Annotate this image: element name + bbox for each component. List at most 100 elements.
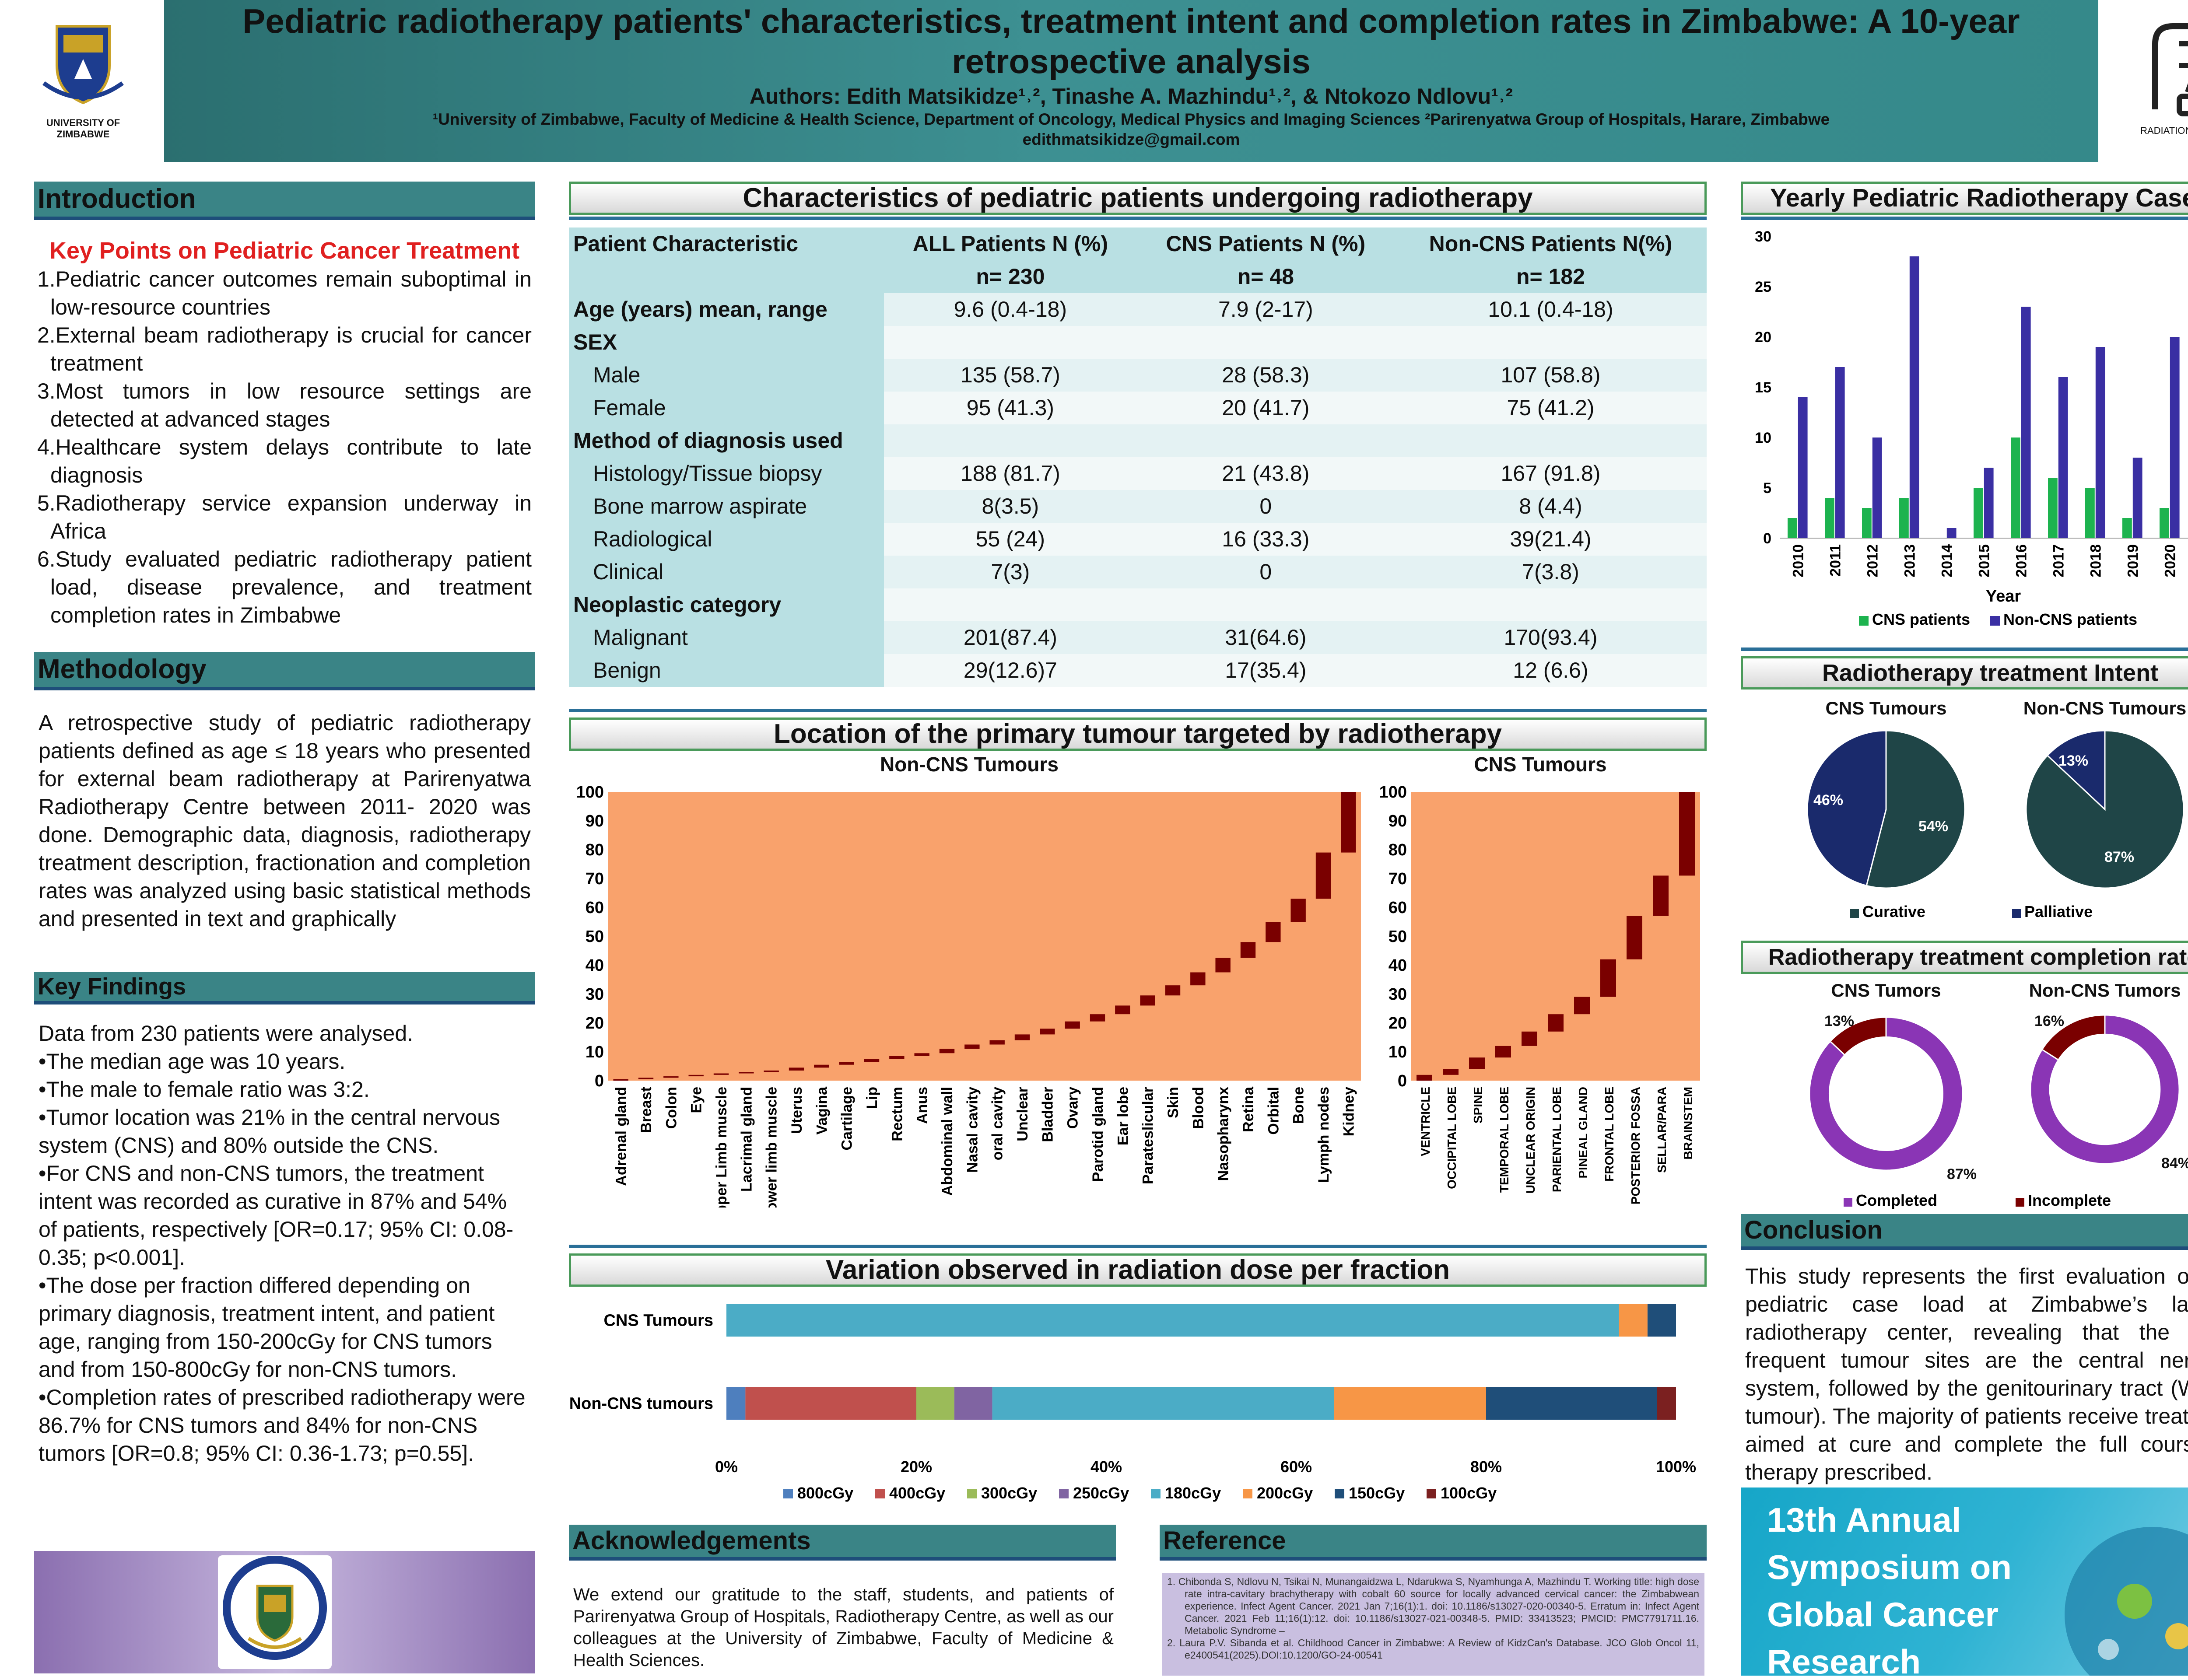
reference-item: 2. Laura P.V. Sibanda et al. Childhood C… <box>1167 1637 1699 1661</box>
reference-item: 1. Chibonda S, Ndlovu N, Tsikai N, Munan… <box>1167 1576 1699 1636</box>
table-cell: 7(3.8) <box>1394 556 1707 588</box>
pie-value-label: 87% <box>1947 1166 1977 1183</box>
bar-non-cns-patients <box>1909 256 1919 538</box>
key-point-item: 2.External beam radiotherapy is crucial … <box>37 323 532 375</box>
x-tick-label: Lacrimal gland <box>738 1087 755 1192</box>
table-cell: Radiological <box>569 523 884 556</box>
x-tick-label: Cartilage <box>839 1087 856 1151</box>
x-tick-label: Upper Limb muscle <box>713 1087 730 1208</box>
key-findings-list: Data from 230 patients were analysed. •Th… <box>39 1019 531 1467</box>
finding-item: •The dose per fraction differed dependin… <box>39 1273 495 1382</box>
y-tick-label: 40 <box>1389 956 1407 975</box>
bar-non-cns-patients <box>1835 367 1845 538</box>
table-row: Bone marrow aspirate 8(3.5) 0 8 (4.4) <box>569 490 1707 523</box>
uz-logo: UNIVERSITY OF ZIMBABWE <box>22 18 144 144</box>
tumour-range-bar <box>1548 1014 1564 1032</box>
y-tick-label: 90 <box>586 812 604 830</box>
x-tick-label: POSTERIOR FOSSA <box>1629 1087 1642 1204</box>
x-tick-label: Uterus <box>789 1087 805 1134</box>
tumour-range-bar <box>1522 1031 1537 1046</box>
table-row: SEX <box>569 326 1707 359</box>
bar-non-cns-patients <box>1984 468 1994 538</box>
tumour-range-bar <box>1341 792 1356 853</box>
x-tick-label: Ear lobe <box>1115 1087 1131 1145</box>
bar-cns-patients <box>1899 498 1909 538</box>
y-tick-label: 70 <box>1389 870 1407 888</box>
bar-non-cns-patients <box>2021 307 2031 538</box>
bar-cns-patients <box>2160 508 2169 538</box>
y-tick-label: 40 <box>586 956 604 975</box>
hospital-logo <box>218 1555 332 1669</box>
dose-segment <box>726 1304 1619 1337</box>
intent-noncns-title: Non-CNS Tumours <box>2023 698 2187 718</box>
characteristics-table-wrap: Patient Characteristic ALL Patients N (%)… <box>569 228 1707 687</box>
bar-cns-patients <box>1788 518 1797 538</box>
uz-crest-icon <box>42 25 124 105</box>
legend-swatch <box>967 1489 977 1498</box>
yearly-underline <box>1741 217 2188 220</box>
finding-item: •For CNS and non-CNS tumors, the treatme… <box>39 1161 514 1270</box>
y-tick-label: 90 <box>1389 812 1407 830</box>
y-tick-label: 10 <box>1389 1043 1407 1061</box>
table-row: Patient Characteristic ALL Patients N (%)… <box>569 228 1707 260</box>
table-cell <box>569 260 884 293</box>
bar-non-cns-patients <box>2170 337 2180 538</box>
y-tick-label: 70 <box>586 870 604 888</box>
symposium-text: 13th Annual Symposium on Global Cancer Rese… <box>1767 1496 2012 1676</box>
bar-non-cns-patients <box>2095 347 2105 538</box>
x-tick-label: 2010 <box>1790 544 1807 578</box>
x-tick-label: PARIENTAL LOBE <box>1550 1087 1564 1192</box>
x-tick-label: Eye <box>688 1087 705 1113</box>
table-cell: Patient Characteristic <box>569 228 884 260</box>
tumour-range-bar <box>1240 942 1256 958</box>
y-tick-label: 20 <box>1389 1014 1407 1032</box>
table-cell <box>1394 326 1707 359</box>
x-tick-label: VENTRICLE <box>1419 1087 1432 1156</box>
table-cell <box>1394 424 1707 457</box>
pie-slice-incomplete <box>1829 1016 1887 1056</box>
category-label: CNS Tumours <box>603 1312 713 1330</box>
table-row: Clinical 7(3) 0 7(3.8) <box>569 556 1707 588</box>
bar-cns-patients <box>1825 498 1834 538</box>
table-cell: 8 (4.4) <box>1394 490 1707 523</box>
pie-value-label: 46% <box>1813 792 1843 808</box>
tumour-range-bar <box>1495 1046 1511 1058</box>
dose-segment <box>1619 1304 1648 1337</box>
yearly-heading: Yearly Pediatric Radiotherapy Cases <box>1741 182 2188 215</box>
table-row: Method of diagnosis used <box>569 424 1707 457</box>
legend-swatch <box>1427 1489 1436 1498</box>
table-row: Neoplastic category <box>569 588 1707 621</box>
x-tick-label: SELLAR/PARA <box>1655 1087 1669 1173</box>
completion-noncns-title: Non-CNS Tumors <box>2029 980 2181 1001</box>
table-cell <box>1136 424 1395 457</box>
table-cell <box>1136 588 1395 621</box>
finding-item: •The male to female ratio was 3:2. <box>39 1077 370 1102</box>
pie-value-label: 87% <box>2104 849 2134 865</box>
x-tick-label: Kidney <box>1340 1087 1357 1136</box>
radiation-therapy-logo: RADIATION THERAPY <box>2127 18 2188 149</box>
tumour-range-bar <box>864 1059 880 1062</box>
table-cell: Female <box>569 392 884 424</box>
dose-segment <box>1647 1304 1676 1337</box>
table-cell <box>1136 326 1395 359</box>
x-tick-label: 2016 <box>2013 544 2030 578</box>
x-tick-label: Nasopharynx <box>1215 1087 1232 1181</box>
y-tick-label: 15 <box>1755 379 1771 396</box>
table-row: Female 95 (41.3) 20 (41.7) 75 (41.2) <box>569 392 1707 424</box>
legend-swatch <box>1859 616 1869 626</box>
table-cell: 167 (91.8) <box>1394 457 1707 490</box>
legend-label: 250cGy <box>1073 1484 1129 1502</box>
x-tick-label: Anus <box>914 1087 931 1124</box>
legend-label: 200cGy <box>1257 1484 1313 1502</box>
x-tick-label: Blood <box>1190 1087 1206 1129</box>
plot-area-background <box>608 792 1361 1081</box>
key-point-item: 4.Healthcare system delays contribute to… <box>37 435 532 487</box>
key-point-item: 3.Most tumors in low resource settings a… <box>37 379 532 431</box>
tumour-range-bar <box>1165 985 1181 996</box>
plot-area-background <box>1411 792 1700 1081</box>
table-cell: Bone marrow aspirate <box>569 490 884 523</box>
tumour-range-bar <box>814 1064 829 1068</box>
x-tick-label: Rectum <box>889 1087 905 1141</box>
table-row: Malignant 201(87.4) 31(64.6) 170(93.4) <box>569 621 1707 654</box>
legend-label: Non-CNS patients <box>2003 610 2137 628</box>
